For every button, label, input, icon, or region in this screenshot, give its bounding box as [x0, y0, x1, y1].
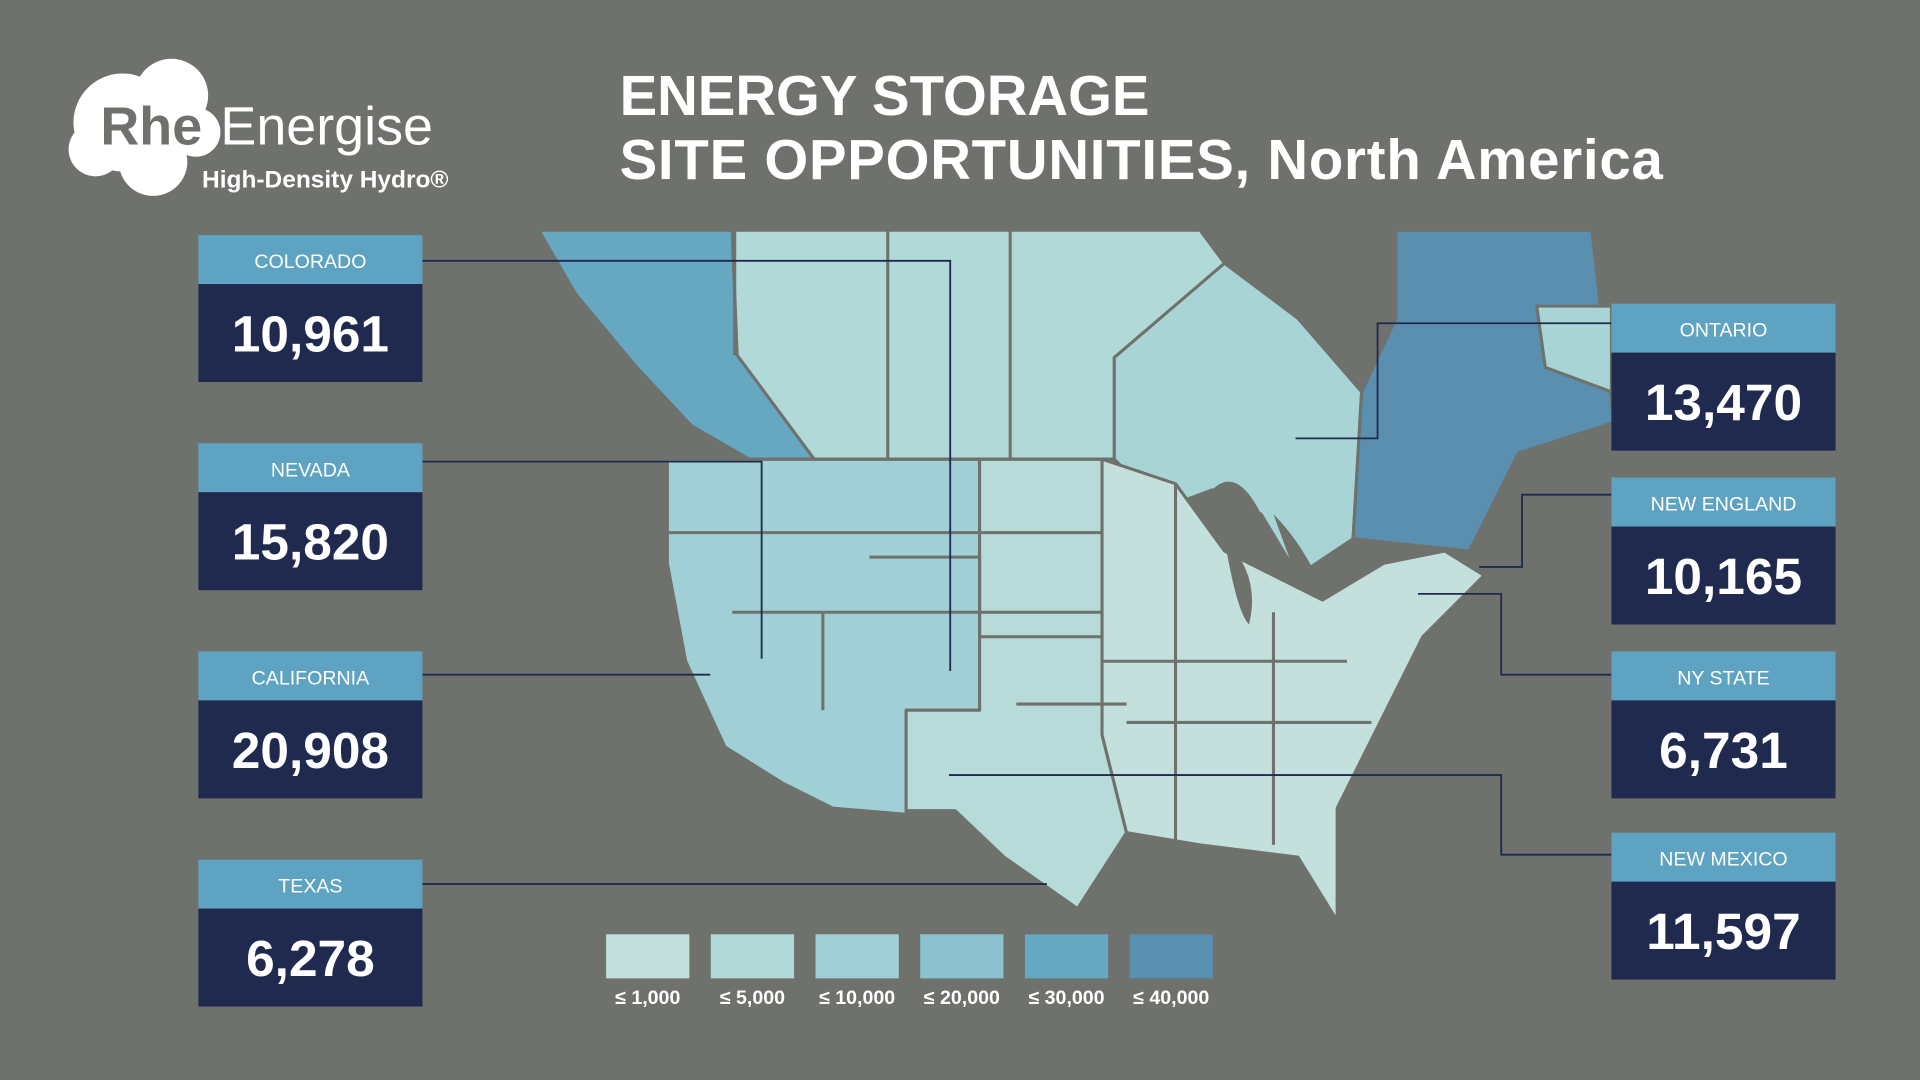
region-header — [1611, 477, 1836, 527]
region-name: NEVADA — [271, 459, 351, 481]
leader-line — [1295, 322, 1612, 440]
region-header — [198, 651, 423, 701]
region-value: 15,820 — [232, 513, 389, 571]
logo-shape — [171, 107, 221, 157]
logo-name: Energise — [220, 96, 433, 156]
legend-swatch — [710, 934, 795, 979]
region-name: CALIFORNIA — [252, 667, 370, 689]
logo-mark: Rhe — [100, 96, 202, 156]
state-borders — [667, 230, 1372, 845]
region-value-box — [1611, 352, 1836, 451]
region — [1100, 457, 1486, 923]
legend-swatch — [1024, 934, 1109, 979]
region-header — [1611, 651, 1836, 701]
region-name: NEW ENGLAND — [1651, 494, 1797, 516]
region-value-box — [198, 908, 423, 1007]
logo-tagline: High-Density Hydro® — [202, 166, 448, 193]
legend-label: ≤ 40,000 — [1133, 987, 1209, 1009]
region-header — [198, 235, 423, 285]
region-header — [198, 443, 423, 493]
region-value: 6,278 — [246, 929, 375, 987]
legend-label: ≤ 10,000 — [819, 987, 895, 1009]
region-value: 10,961 — [232, 304, 389, 362]
logo: Rhe Energise High-Density Hydro® — [68, 58, 448, 196]
leader-lines — [421, 259, 1612, 885]
lakes — [1212, 481, 1317, 625]
legend-label: ≤ 1,000 — [615, 987, 680, 1009]
region-name: TEXAS — [278, 876, 342, 898]
legend-swatch — [1129, 934, 1213, 979]
logo-shape — [68, 122, 123, 177]
region-header — [1611, 832, 1836, 882]
legend-label: ≤ 30,000 — [1028, 987, 1104, 1009]
title-line: ENERGY STORAGE — [620, 64, 1150, 127]
leader-line — [421, 259, 952, 672]
legend-swatch — [815, 934, 899, 979]
region-value: 11,597 — [1646, 902, 1800, 960]
legend-swatch — [920, 934, 1004, 979]
region-name: ONTARIO — [1680, 320, 1768, 342]
leader-line — [1479, 493, 1612, 568]
region-value: 20,908 — [232, 721, 389, 779]
region-name: NEW MEXICO — [1659, 849, 1787, 871]
legend: ≤ 1,000 ≤ 5,000 ≤ 10,000 ≤ 20,000 ≤ 30,000 ≤ … — [606, 934, 1213, 1009]
region-boxes: COLORADO 10,961 NEVADA 15,820 CALIFORNIA 20,9… — [198, 235, 1836, 1007]
region-value-box — [198, 700, 423, 799]
region-name: COLORADO — [254, 251, 366, 273]
region-header — [198, 859, 423, 909]
region-value: 10,165 — [1645, 547, 1802, 605]
leader-line — [421, 460, 763, 659]
region-name: NY STATE — [1677, 667, 1769, 689]
legend-label: ≤ 5,000 — [720, 987, 785, 1009]
logo-shape — [118, 127, 188, 196]
title-line: SITE OPPORTUNITIES, North America — [620, 128, 1664, 191]
map — [537, 228, 1616, 923]
region-header — [1611, 303, 1836, 353]
leader-line — [1417, 592, 1612, 676]
region-value: 13,470 — [1645, 373, 1802, 431]
region-value-box — [1611, 526, 1836, 625]
legend-label: ≤ 20,000 — [924, 987, 1000, 1009]
leader-line — [948, 774, 1612, 856]
region-value-box — [1611, 700, 1836, 799]
region-value-box — [198, 492, 423, 591]
legend-swatch — [606, 934, 690, 979]
region-value-box — [1611, 881, 1836, 980]
region-value-box — [198, 284, 423, 383]
region-value: 6,731 — [1659, 721, 1788, 779]
